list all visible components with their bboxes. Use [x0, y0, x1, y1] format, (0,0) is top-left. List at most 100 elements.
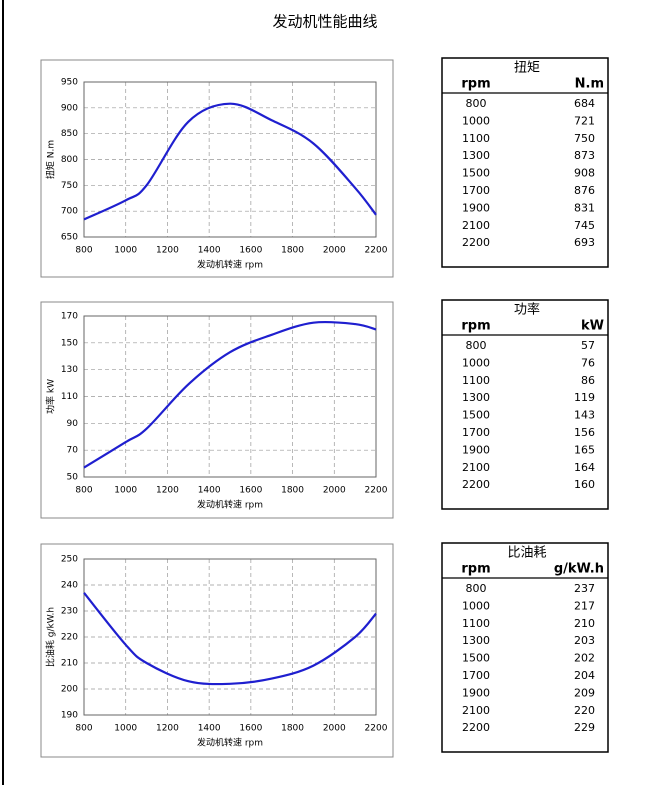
- table-cell: 873: [574, 149, 595, 162]
- y-axis-label: 功率 kW: [45, 379, 57, 414]
- table-cell: 1900: [462, 686, 490, 699]
- y-tick-label: 200: [61, 685, 78, 695]
- x-tick-label: 1800: [281, 486, 304, 496]
- table-cell: 2200: [462, 478, 490, 491]
- y-tick-label: 190: [61, 711, 78, 721]
- x-tick-label: 1200: [156, 486, 179, 496]
- y-tick-label: 230: [61, 607, 78, 617]
- table-cell: 693: [574, 236, 595, 249]
- y-tick-label: 70: [67, 446, 79, 456]
- x-tick-label: 1200: [156, 246, 179, 256]
- y-tick-label: 240: [61, 581, 78, 591]
- table-cell: 1300: [462, 149, 490, 162]
- table-cell: 800: [466, 582, 487, 595]
- y-tick-label: 220: [61, 633, 78, 643]
- data-line: [83, 320, 377, 469]
- table-cell: 745: [574, 219, 595, 232]
- plot-area: [83, 558, 377, 716]
- table-cell: 1000: [462, 599, 490, 612]
- table-cell: 684: [574, 97, 595, 110]
- table-title: 扭矩: [514, 61, 540, 76]
- table-cell: 876: [574, 184, 595, 197]
- x-axis-label: 发动机转速 rpm: [197, 499, 263, 511]
- table-header: rpm: [461, 562, 490, 577]
- y-tick-label: 50: [67, 473, 79, 483]
- table-cell: 800: [466, 97, 487, 110]
- table-header: N.m: [575, 77, 604, 92]
- plot-area: [83, 81, 377, 238]
- table-header: rpm: [461, 77, 490, 92]
- x-tick-label: 1400: [198, 486, 221, 496]
- y-tick-label: 650: [61, 233, 78, 243]
- table-cell: 1900: [462, 443, 490, 456]
- table-cell: 1500: [462, 409, 490, 422]
- y-tick-label: 210: [61, 659, 78, 669]
- x-tick-label: 800: [75, 486, 92, 496]
- table-cell: 217: [574, 599, 595, 612]
- x-tick-label: 1000: [114, 486, 137, 496]
- x-axis-label: 发动机转速 rpm: [197, 737, 263, 749]
- table-cell: 1900: [462, 201, 490, 214]
- x-tick-label: 2000: [323, 246, 346, 256]
- table-cell: 86: [581, 374, 595, 387]
- table-title: 比油耗: [507, 546, 546, 561]
- y-axis-label: 扭矩 N.m: [45, 140, 57, 179]
- table-cell: 156: [574, 426, 595, 439]
- x-tick-label: 1600: [239, 486, 262, 496]
- table-cell: 143: [574, 409, 595, 422]
- table-cell: 202: [574, 652, 595, 665]
- x-tick-label: 2000: [323, 724, 346, 734]
- table-cell: 229: [574, 721, 595, 734]
- table-cell: 160: [574, 478, 595, 491]
- table-cell: 2200: [462, 721, 490, 734]
- table-cell: 1000: [462, 356, 490, 369]
- x-tick-label: 2200: [365, 486, 388, 496]
- table-cell: 209: [574, 686, 595, 699]
- table-cell: 76: [581, 356, 595, 369]
- table-cell: 2100: [462, 704, 490, 717]
- table-cell: 1100: [462, 132, 490, 145]
- table-cell: 2100: [462, 219, 490, 232]
- x-tick-label: 1600: [239, 724, 262, 734]
- x-tick-label: 2000: [323, 486, 346, 496]
- table-cell: 800: [466, 339, 487, 352]
- x-tick-label: 2200: [365, 724, 388, 734]
- y-tick-label: 90: [67, 419, 79, 429]
- table-cell: 2200: [462, 236, 490, 249]
- y-tick-label: 150: [61, 338, 78, 348]
- chart-frame: [40, 59, 394, 278]
- y-tick-label: 130: [61, 365, 78, 375]
- table-cell: 204: [574, 669, 595, 682]
- table-cell: 220: [574, 704, 595, 717]
- table-header: rpm: [461, 319, 490, 334]
- plot-area: [83, 315, 377, 478]
- y-tick-label: 850: [61, 129, 78, 139]
- table-cell: 1100: [462, 374, 490, 387]
- table-header: g/kW.h: [554, 562, 604, 577]
- table-cell: 1100: [462, 617, 490, 630]
- y-tick-label: 750: [61, 181, 78, 191]
- x-tick-label: 1000: [114, 246, 137, 256]
- table-cell: 1500: [462, 652, 490, 665]
- x-tick-label: 1600: [239, 246, 262, 256]
- table-cell: 237: [574, 582, 595, 595]
- table-cell: 721: [574, 114, 595, 127]
- x-tick-label: 1000: [114, 724, 137, 734]
- table-cell: 1300: [462, 634, 490, 647]
- x-tick-label: 2200: [365, 246, 388, 256]
- table-cell: 1700: [462, 426, 490, 439]
- table-cell: 1500: [462, 167, 490, 180]
- table-cell: 203: [574, 634, 595, 647]
- x-tick-label: 1400: [198, 724, 221, 734]
- table-cell: 164: [574, 461, 595, 474]
- table-cell: 1700: [462, 184, 490, 197]
- page-title: 发动机性能曲线: [272, 13, 377, 31]
- x-axis-label: 发动机转速 rpm: [197, 259, 263, 271]
- y-axis-label: 比油耗 g/kW.h: [45, 607, 57, 667]
- x-tick-label: 800: [75, 246, 92, 256]
- y-tick-label: 700: [61, 207, 78, 217]
- y-tick-label: 900: [61, 103, 78, 113]
- table-cell: 1000: [462, 114, 490, 127]
